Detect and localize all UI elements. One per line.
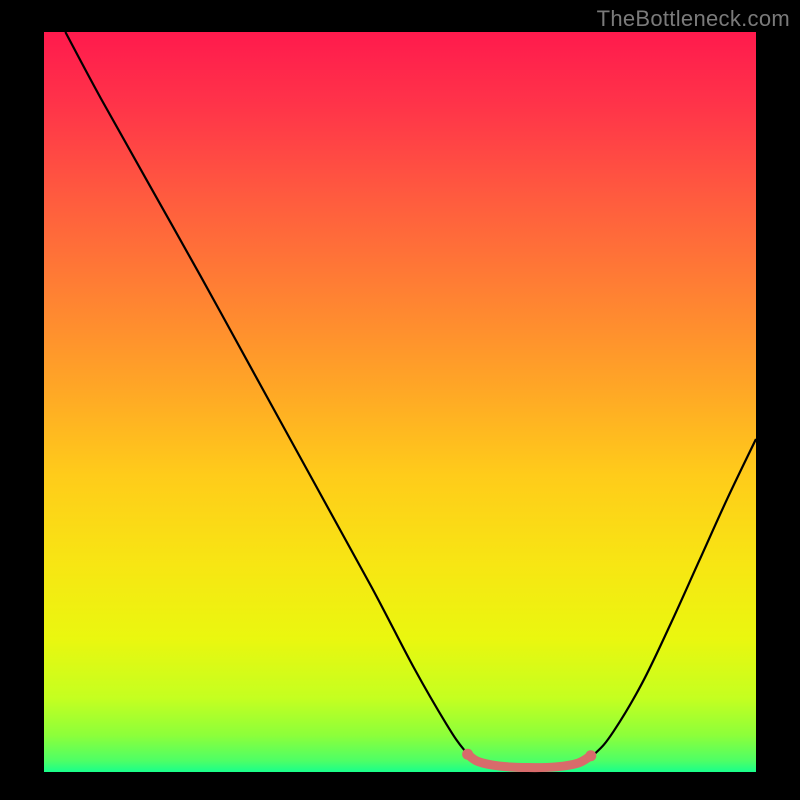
chart-canvas: TheBottleneck.com	[0, 0, 800, 800]
plot-background	[44, 32, 756, 772]
watermark-label: TheBottleneck.com	[597, 6, 790, 32]
valley-highlight-end-cap	[585, 750, 596, 761]
valley-highlight-start-cap	[462, 749, 473, 760]
bottleneck-plot	[0, 0, 800, 800]
